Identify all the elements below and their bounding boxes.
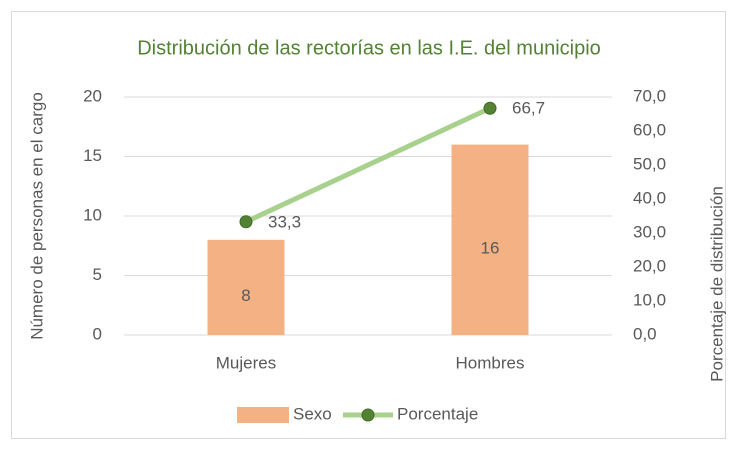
chart-title: Distribución de las rectorías en las I.E… xyxy=(137,37,601,59)
y2-tick-label: 20,0 xyxy=(633,256,666,275)
line-marker xyxy=(483,101,497,115)
y-tick-label: 5 xyxy=(93,265,102,284)
y-tick-label: 0 xyxy=(93,324,102,343)
y2-tick-label: 40,0 xyxy=(633,188,666,207)
data-label: 66,7 xyxy=(512,99,545,118)
y2-tick-label: 0,0 xyxy=(633,324,657,343)
line xyxy=(243,105,493,225)
legend-label: Sexo xyxy=(293,404,332,423)
bar xyxy=(207,239,285,335)
data-label: 8 xyxy=(241,286,250,305)
y-tick-label: 15 xyxy=(83,146,102,165)
data-label: 16 xyxy=(481,238,500,257)
legend-swatch xyxy=(237,407,289,423)
legend-label: Porcentaje xyxy=(397,404,478,423)
y2-tick-label: 60,0 xyxy=(633,120,666,139)
y2-tick-label: 50,0 xyxy=(633,154,666,173)
data-label: 33,3 xyxy=(268,212,301,231)
y-tick-label: 20 xyxy=(83,86,102,105)
y-tick-label: 10 xyxy=(83,205,102,224)
y2-axis-title: Porcentaje de distribución xyxy=(707,186,726,382)
bar xyxy=(451,144,529,335)
x-tick-label: Mujeres xyxy=(216,353,276,372)
x-tick-label: Hombres xyxy=(456,353,525,372)
y2-tick-label: 70,0 xyxy=(633,86,666,105)
line-marker xyxy=(239,215,253,229)
y2-tick-label: 10,0 xyxy=(633,290,666,309)
y2-tick-label: 30,0 xyxy=(633,222,666,241)
chart-border xyxy=(11,11,726,439)
legend-marker xyxy=(361,408,375,422)
y-axis-title: Número de personas en el cargo xyxy=(27,92,46,340)
